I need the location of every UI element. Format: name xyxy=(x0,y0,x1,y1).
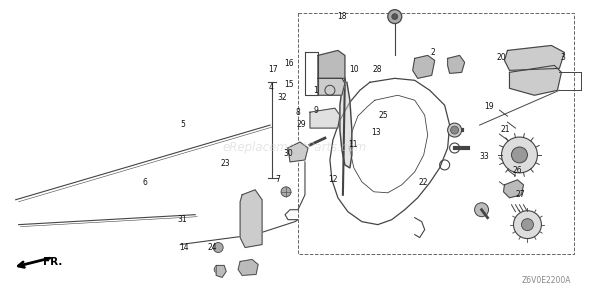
Text: 18: 18 xyxy=(337,12,347,21)
Text: 12: 12 xyxy=(329,175,338,184)
Text: 20: 20 xyxy=(496,53,506,63)
Text: 29: 29 xyxy=(296,119,306,129)
Text: 3: 3 xyxy=(560,53,565,63)
Polygon shape xyxy=(413,55,435,78)
Polygon shape xyxy=(238,260,258,276)
Circle shape xyxy=(392,14,398,19)
Text: 15: 15 xyxy=(284,80,294,89)
Circle shape xyxy=(512,147,527,163)
Polygon shape xyxy=(448,55,464,73)
Circle shape xyxy=(513,211,542,239)
Text: 22: 22 xyxy=(418,178,428,187)
Text: FR.: FR. xyxy=(42,258,62,268)
Polygon shape xyxy=(318,50,345,78)
Polygon shape xyxy=(216,266,226,277)
Text: 21: 21 xyxy=(501,125,510,135)
Text: 27: 27 xyxy=(515,190,525,199)
Circle shape xyxy=(213,242,223,253)
Text: 23: 23 xyxy=(221,159,230,168)
Text: Z6V0E2200A: Z6V0E2200A xyxy=(522,276,571,285)
Circle shape xyxy=(214,266,222,273)
Polygon shape xyxy=(318,78,345,95)
Text: 4: 4 xyxy=(269,83,274,92)
Text: 11: 11 xyxy=(348,140,358,149)
Text: eReplacementParts.com: eReplacementParts.com xyxy=(223,141,367,154)
Text: 13: 13 xyxy=(372,128,381,137)
Text: 31: 31 xyxy=(177,215,187,224)
Text: 17: 17 xyxy=(268,65,277,74)
Text: 10: 10 xyxy=(349,65,359,74)
Text: 16: 16 xyxy=(284,59,294,68)
Text: 25: 25 xyxy=(378,111,388,120)
Text: 6: 6 xyxy=(142,178,148,187)
Text: 24: 24 xyxy=(208,243,217,252)
Text: 8: 8 xyxy=(296,108,300,117)
Circle shape xyxy=(448,123,461,137)
Text: 2: 2 xyxy=(431,47,435,57)
Circle shape xyxy=(474,203,489,217)
Polygon shape xyxy=(504,45,565,71)
Text: 7: 7 xyxy=(275,175,280,184)
Polygon shape xyxy=(340,78,352,168)
Text: 1: 1 xyxy=(313,86,318,95)
Circle shape xyxy=(388,10,402,24)
Text: 33: 33 xyxy=(480,152,490,161)
Text: 26: 26 xyxy=(513,166,522,176)
Polygon shape xyxy=(503,180,523,198)
Circle shape xyxy=(502,137,537,173)
Text: 19: 19 xyxy=(484,102,494,111)
Circle shape xyxy=(451,126,458,134)
Circle shape xyxy=(281,187,291,197)
Polygon shape xyxy=(288,142,308,162)
Text: 32: 32 xyxy=(277,93,287,102)
Polygon shape xyxy=(240,190,262,248)
Text: 5: 5 xyxy=(181,119,186,129)
Circle shape xyxy=(522,219,533,231)
Bar xyxy=(298,13,574,255)
Polygon shape xyxy=(310,108,340,128)
Text: 14: 14 xyxy=(179,243,189,252)
Polygon shape xyxy=(510,65,561,95)
Text: 28: 28 xyxy=(373,65,382,74)
Text: 30: 30 xyxy=(283,149,293,158)
Text: 9: 9 xyxy=(313,106,318,115)
